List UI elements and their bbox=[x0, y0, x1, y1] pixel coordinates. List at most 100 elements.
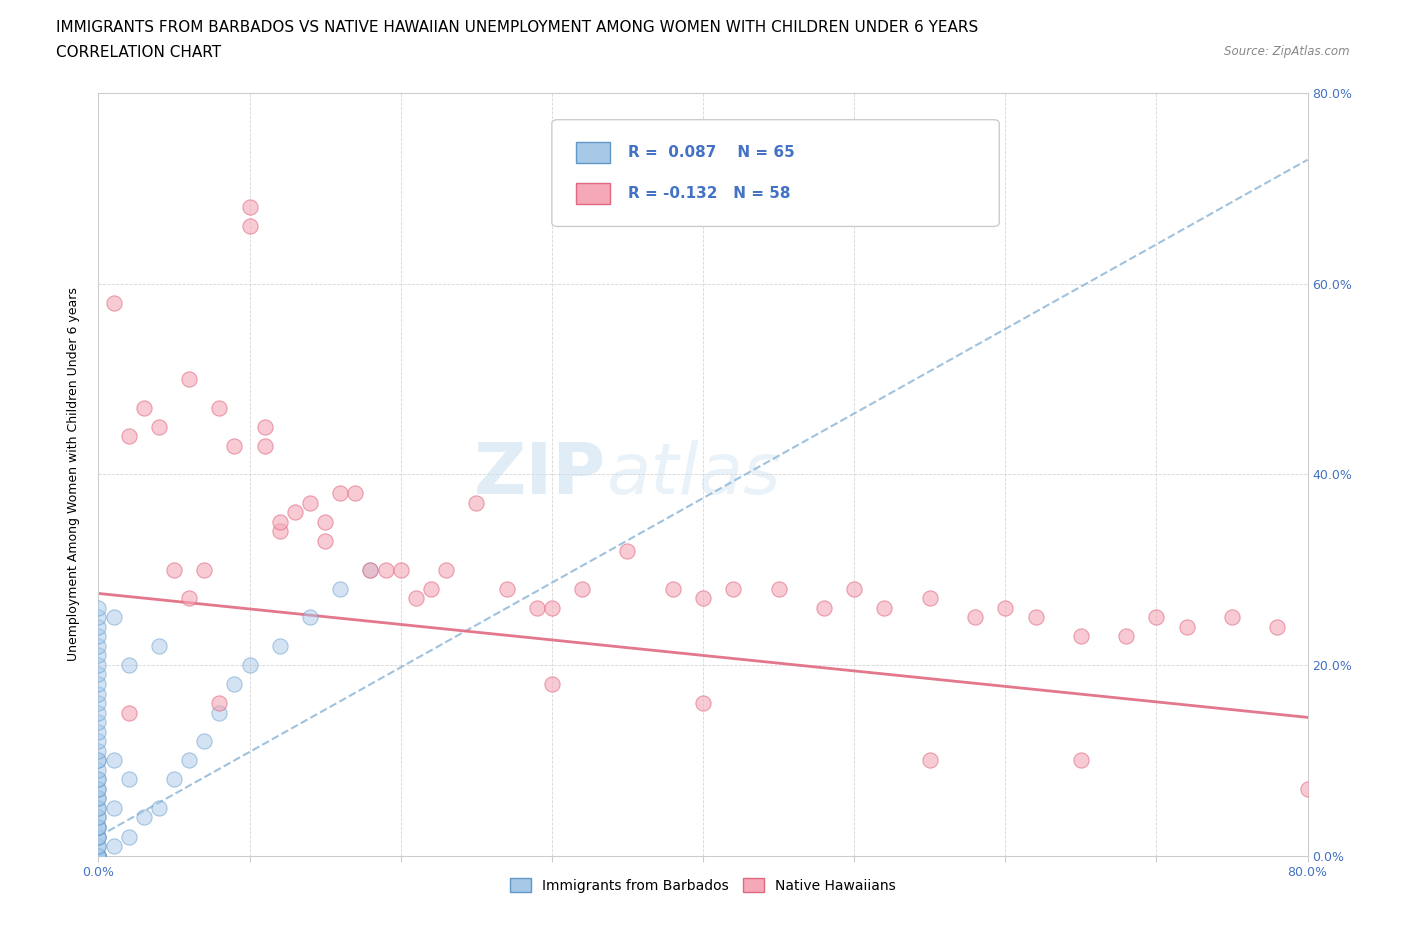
Point bbox=[103, 753, 125, 768]
Point bbox=[87, 619, 110, 634]
Point bbox=[420, 581, 443, 596]
Point bbox=[163, 772, 186, 787]
Point bbox=[526, 601, 548, 616]
Text: R =  0.087    N = 65: R = 0.087 N = 65 bbox=[628, 145, 794, 160]
Point bbox=[179, 591, 201, 605]
Point bbox=[1220, 610, 1243, 625]
Point bbox=[87, 610, 110, 625]
Point bbox=[269, 639, 291, 654]
Point bbox=[239, 200, 262, 215]
Point bbox=[87, 819, 110, 834]
Point bbox=[661, 581, 683, 596]
Point bbox=[87, 848, 110, 863]
Point bbox=[118, 772, 141, 787]
Point bbox=[253, 438, 276, 453]
Point bbox=[87, 790, 110, 805]
Point bbox=[163, 562, 186, 577]
Point bbox=[692, 591, 714, 605]
Point bbox=[87, 790, 110, 805]
Point bbox=[87, 772, 110, 787]
Point bbox=[1175, 619, 1198, 634]
Point bbox=[87, 734, 110, 749]
Point bbox=[1070, 629, 1092, 644]
Point bbox=[132, 810, 155, 825]
Point bbox=[540, 601, 562, 616]
Point bbox=[193, 734, 215, 749]
Point bbox=[329, 485, 352, 500]
Point bbox=[918, 753, 941, 768]
FancyBboxPatch shape bbox=[576, 183, 610, 205]
Point bbox=[87, 830, 110, 844]
Point bbox=[103, 839, 125, 854]
Point bbox=[87, 848, 110, 863]
Text: CORRELATION CHART: CORRELATION CHART bbox=[56, 45, 221, 60]
Point bbox=[87, 648, 110, 663]
Point bbox=[87, 819, 110, 834]
Point bbox=[148, 419, 170, 434]
Point bbox=[87, 686, 110, 701]
Text: R = -0.132   N = 58: R = -0.132 N = 58 bbox=[628, 186, 790, 201]
Point bbox=[87, 848, 110, 863]
Point bbox=[299, 610, 322, 625]
Point bbox=[118, 658, 141, 672]
Point bbox=[434, 562, 457, 577]
Point bbox=[87, 677, 110, 692]
Point bbox=[405, 591, 427, 605]
Point bbox=[768, 581, 790, 596]
Point bbox=[571, 581, 593, 596]
Point bbox=[374, 562, 396, 577]
Point bbox=[813, 601, 835, 616]
Point bbox=[179, 371, 201, 387]
Point bbox=[723, 581, 745, 596]
Point bbox=[329, 581, 352, 596]
FancyBboxPatch shape bbox=[551, 120, 1000, 227]
Point bbox=[465, 496, 488, 511]
Point bbox=[1070, 753, 1092, 768]
Point bbox=[87, 743, 110, 758]
Text: ZIP: ZIP bbox=[474, 440, 606, 509]
Point bbox=[87, 781, 110, 796]
Point bbox=[994, 601, 1017, 616]
Point bbox=[87, 753, 110, 768]
Point bbox=[132, 400, 155, 415]
Point bbox=[87, 629, 110, 644]
Point bbox=[389, 562, 412, 577]
Point bbox=[87, 819, 110, 834]
Point bbox=[87, 848, 110, 863]
Point bbox=[208, 696, 231, 711]
Point bbox=[965, 610, 987, 625]
Y-axis label: Unemployment Among Women with Children Under 6 years: Unemployment Among Women with Children U… bbox=[66, 287, 80, 661]
Point bbox=[148, 639, 170, 654]
Point bbox=[1024, 610, 1046, 625]
Point bbox=[360, 562, 382, 577]
Point bbox=[844, 581, 866, 596]
Point bbox=[87, 830, 110, 844]
Point bbox=[360, 562, 382, 577]
FancyBboxPatch shape bbox=[576, 141, 610, 163]
Point bbox=[87, 724, 110, 739]
Point bbox=[87, 848, 110, 863]
Point bbox=[87, 839, 110, 854]
Text: IMMIGRANTS FROM BARBADOS VS NATIVE HAWAIIAN UNEMPLOYMENT AMONG WOMEN WITH CHILDR: IMMIGRANTS FROM BARBADOS VS NATIVE HAWAI… bbox=[56, 20, 979, 35]
Point bbox=[193, 562, 215, 577]
Point bbox=[208, 705, 231, 720]
Point bbox=[103, 296, 125, 311]
Point bbox=[344, 485, 367, 500]
Point bbox=[299, 496, 322, 511]
Point bbox=[616, 543, 638, 558]
Point bbox=[103, 801, 125, 816]
Point bbox=[873, 601, 896, 616]
Legend: Immigrants from Barbados, Native Hawaiians: Immigrants from Barbados, Native Hawaiia… bbox=[505, 872, 901, 898]
Point bbox=[239, 658, 262, 672]
Point bbox=[692, 696, 714, 711]
Point bbox=[87, 753, 110, 768]
Point bbox=[87, 801, 110, 816]
Point bbox=[87, 639, 110, 654]
Text: Source: ZipAtlas.com: Source: ZipAtlas.com bbox=[1225, 45, 1350, 58]
Point bbox=[87, 848, 110, 863]
Point bbox=[87, 839, 110, 854]
Point bbox=[87, 830, 110, 844]
Point bbox=[495, 581, 517, 596]
Point bbox=[1267, 619, 1289, 634]
Point bbox=[87, 705, 110, 720]
